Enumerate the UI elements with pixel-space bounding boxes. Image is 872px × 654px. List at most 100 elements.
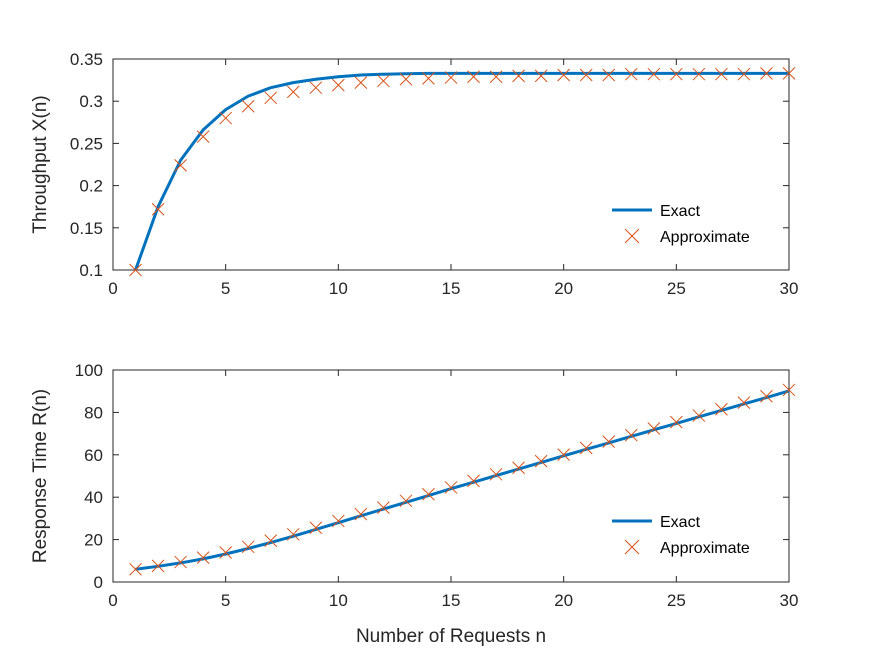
approximate-point [241,99,255,113]
approximate-point [422,487,435,501]
approximate-point [264,91,278,105]
legend: Exact Approximate [612,203,750,246]
x-tick-label: 10 [329,279,348,298]
approximate-point [692,67,706,81]
exact-series-line [134,71,789,271]
y-tick-label: 80 [84,403,103,422]
approximate-point [512,461,525,475]
approximate-point [760,389,773,403]
y-tick-label: 0.2 [79,177,103,196]
x-tick-label: 15 [442,279,461,298]
y-tick-label: 0.15 [70,219,103,238]
approximate-point [399,72,413,86]
approximate-point [489,70,503,84]
x-tick-label: 5 [221,279,230,298]
approximate-point [354,507,368,521]
approximate-point [557,448,571,461]
approximate-point [647,67,661,81]
approximate-point [309,81,323,95]
approximate-point [692,409,706,422]
x-tick-label: 20 [554,591,573,610]
approximate-point [331,514,345,528]
approximate-point [467,474,480,488]
x-axis-title: Number of Requests n [356,626,546,647]
legend-exact-label: Exact [660,514,701,531]
y-tick-label: 40 [84,488,103,507]
approximate-point [196,551,210,564]
throughput-chart: 0 5 10 15 20 25 30 0.1 0.15 0.2 0.25 0.3 0.35 Through… [30,50,798,298]
approximate-point [579,68,593,82]
x-tick-label: 5 [221,591,230,610]
approximate-point [489,467,503,481]
approximate-point [196,130,210,144]
x-tick-label: 0 [108,591,117,610]
approximate-point [286,527,300,541]
approximate-point [129,263,142,277]
approximate-point [219,111,233,125]
approximate-point [512,69,525,83]
approximate-point [715,402,728,416]
y-tick-label: 0.25 [70,134,103,153]
x-tick-label: 25 [667,591,686,610]
approximate-point [534,69,548,83]
approximate-point [579,441,593,455]
legend-approximate-swatch [624,539,640,555]
approximate-point [715,67,728,81]
y-axis-title: Throughput X(n) [30,95,51,233]
approximate-point [647,422,661,435]
y-tick-label: 0.35 [70,50,103,69]
legend: Exact Approximate [612,514,750,557]
x-tick-label: 25 [667,279,686,298]
approximate-point [602,435,616,449]
y-tick-label: 0.3 [79,92,103,111]
legend-approximate-swatch [624,228,640,244]
approximate-point [174,158,187,172]
approximate-point [760,66,773,80]
y-tick-label: 100 [75,361,103,380]
approximate-point [354,76,368,89]
approximate-point [782,66,796,80]
approximate-point [399,494,413,508]
x-tick-label: 30 [780,591,799,610]
x-tick-label: 10 [329,591,348,610]
approximate-point [174,555,187,569]
approximate-point [669,415,683,429]
y-axis-title: Response Time R(n) [30,389,51,563]
y-tick-label: 20 [84,531,103,550]
approximate-point [444,481,458,494]
approximate-point [557,68,571,82]
x-tick-label: 20 [554,279,573,298]
approximate-point [331,78,345,92]
legend-approximate-label: Approximate [660,540,750,557]
y-tick-label: 0.1 [79,261,103,280]
y-tick-label: 60 [84,446,103,465]
approximate-point [151,202,165,216]
approximate-point [377,501,390,514]
approximate-point [219,546,233,559]
approximate-point [602,68,616,82]
approximate-point [782,383,796,397]
approximate-point [624,67,638,81]
legend-approximate-label: Approximate [660,229,750,246]
approximate-point [241,540,255,554]
approximate-point [309,521,323,535]
approximate-point [534,454,548,468]
approximate-point [669,67,683,81]
approximate-point [467,70,480,84]
approximate-point [264,534,278,548]
approximate-point [129,562,142,576]
approximate-point [737,396,751,410]
x-tick-label: 0 [108,279,117,298]
approximate-point [422,72,435,85]
approximate-point [737,67,751,81]
approximate-point [624,428,638,442]
y-tick-label: 0 [94,573,103,592]
approximate-point [151,559,165,573]
exact-series-line [135,389,790,571]
x-tick-label: 15 [442,591,461,610]
x-tick-label: 30 [780,279,799,298]
approximate-point [444,71,458,84]
legend-exact-label: Exact [660,203,701,220]
